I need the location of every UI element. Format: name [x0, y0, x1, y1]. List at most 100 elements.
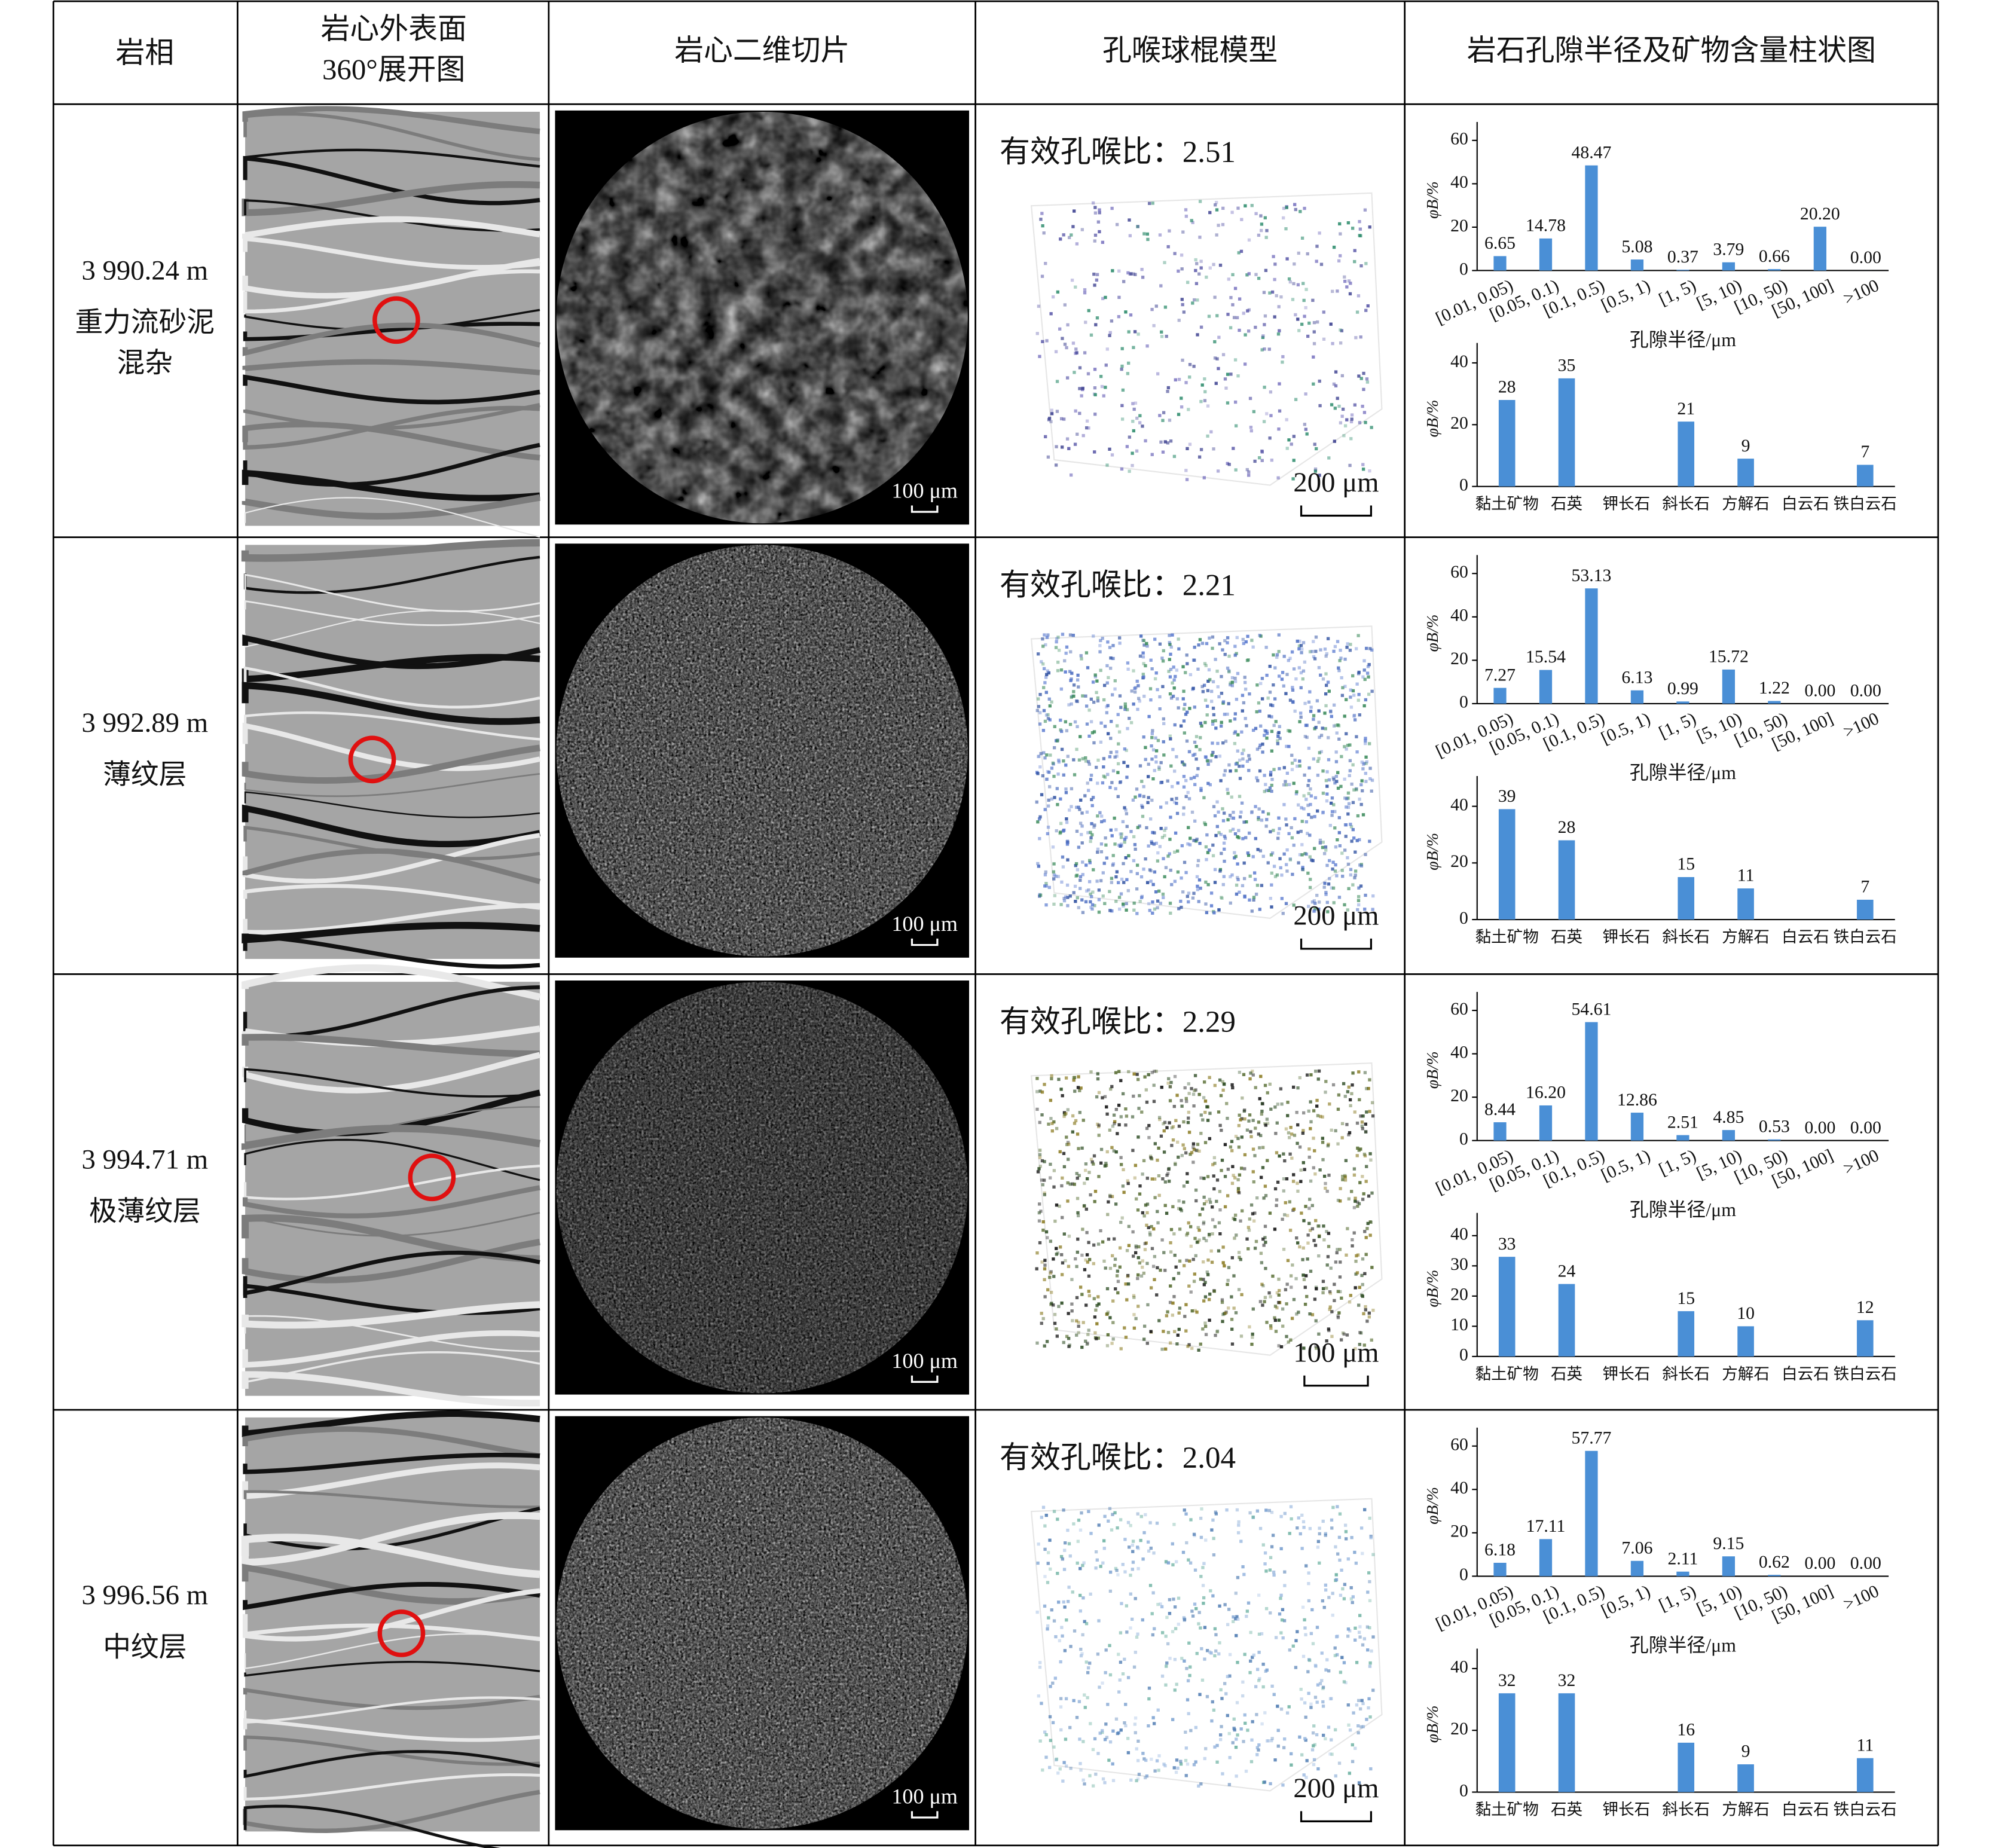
- pore-voxel: [1221, 700, 1226, 704]
- pore-voxel: [1371, 1688, 1375, 1692]
- pore-voxel: [1312, 899, 1316, 903]
- pore-voxel: [1226, 1713, 1230, 1718]
- pore-voxel: [1364, 853, 1367, 856]
- pore-voxel: [1155, 1759, 1159, 1763]
- pore-voxel: [1136, 684, 1140, 688]
- pore-voxel: [1186, 447, 1189, 451]
- pore-voxel: [1294, 677, 1298, 681]
- pore-voxel: [1035, 1090, 1039, 1093]
- pore-voxel: [1076, 1132, 1080, 1136]
- pore-voxel: [1237, 1288, 1241, 1291]
- pore-voxel: [1332, 724, 1336, 728]
- pore-voxel: [1153, 1070, 1156, 1073]
- pore-voxel: [1211, 1163, 1215, 1166]
- pore-voxel: [1368, 1233, 1372, 1237]
- pore-voxel: [1186, 1120, 1190, 1125]
- pore-voxel: [1285, 673, 1289, 676]
- pore-voxel: [1355, 647, 1358, 650]
- pore-voxel: [1156, 859, 1160, 863]
- pore-voxel: [1347, 887, 1351, 891]
- pore-voxel: [1291, 1085, 1296, 1089]
- pore-voxel: [1114, 1566, 1118, 1571]
- pore-voxel: [1244, 640, 1248, 644]
- depth: 3 992.89 m: [82, 707, 209, 738]
- pore-voxel: [1043, 1604, 1047, 1608]
- pore-voxel: [1150, 1157, 1154, 1161]
- pore-voxel: [1062, 759, 1065, 763]
- pore-voxel: [1245, 1609, 1249, 1613]
- pore-voxel: [1219, 833, 1223, 836]
- pore-voxel: [1132, 908, 1136, 912]
- pore-voxel: [1136, 1632, 1139, 1636]
- pore-voxel: [1194, 1254, 1197, 1258]
- pore-voxel: [1354, 1561, 1358, 1565]
- pore-voxel: [1371, 1114, 1375, 1118]
- x-tick-label: 斜长石: [1662, 928, 1710, 946]
- bar: [1498, 399, 1516, 487]
- pore-voxel: [1070, 233, 1073, 237]
- pore-voxel: [1181, 890, 1185, 894]
- pore-voxel: [1078, 878, 1082, 882]
- pore-voxel: [1101, 240, 1105, 244]
- pore-voxel: [1288, 1152, 1292, 1156]
- pore-voxel: [1279, 1547, 1283, 1551]
- pore-voxel: [1199, 399, 1203, 404]
- pore-voxel: [1217, 810, 1220, 814]
- pore-voxel: [1119, 1163, 1123, 1166]
- pore-voxel: [1067, 1312, 1070, 1315]
- pore-voxel: [1111, 1779, 1116, 1782]
- pore-voxel: [1141, 1211, 1145, 1215]
- pore-voxel: [1065, 645, 1069, 649]
- pore-voxel: [1154, 841, 1158, 845]
- pore-voxel: [1297, 861, 1300, 865]
- pore-voxel: [1171, 1542, 1174, 1545]
- pore-voxel: [1308, 1312, 1312, 1316]
- pore-voxel: [1368, 1626, 1371, 1630]
- pore-voxel: [1060, 1626, 1064, 1629]
- pore-voxel: [1321, 1700, 1325, 1704]
- pore-voxel: [1332, 778, 1336, 781]
- pore-voxel: [1210, 1528, 1214, 1532]
- pore-voxel: [1049, 1685, 1052, 1688]
- pore-voxel: [1208, 636, 1211, 640]
- pore-voxel: [1356, 1201, 1359, 1204]
- pore-voxel: [1344, 1537, 1348, 1541]
- pore-voxel: [1198, 236, 1202, 239]
- pore-voxel: [1307, 1109, 1310, 1113]
- pore-voxel: [1087, 1274, 1091, 1278]
- pore-voxel: [1093, 233, 1098, 237]
- pore-voxel: [1048, 785, 1052, 789]
- pore-voxel: [1238, 795, 1242, 798]
- pore-voxel: [1068, 1182, 1072, 1186]
- pore-voxel: [1354, 1259, 1358, 1263]
- pore-voxel: [1354, 1199, 1357, 1203]
- pore-voxel: [1330, 1334, 1334, 1339]
- pore-voxel: [1314, 1319, 1318, 1322]
- pore-voxel: [1201, 1584, 1205, 1587]
- pore-voxel: [1328, 823, 1332, 827]
- pore-voxel: [1348, 1131, 1352, 1135]
- pore-voxel: [1165, 1314, 1169, 1318]
- pore-voxel: [1340, 755, 1343, 759]
- pore-voxel: [1358, 1707, 1362, 1710]
- pore-voxel: [1223, 639, 1227, 643]
- pore-voxel: [1200, 1507, 1203, 1511]
- pore-voxel: [1117, 314, 1121, 319]
- facies: 薄纹层: [103, 759, 187, 790]
- pore-voxel: [1343, 903, 1346, 907]
- pore-voxel: [1252, 1653, 1255, 1657]
- pore-voxel: [1301, 1273, 1305, 1277]
- pore-voxel: [1087, 426, 1090, 430]
- ct-scale-bar: [911, 1811, 939, 1819]
- pore-voxel: [1278, 674, 1281, 678]
- pore-voxel: [1038, 355, 1041, 358]
- pore-voxel: [1309, 1269, 1313, 1273]
- pore-voxel: [1114, 1717, 1119, 1721]
- pore-voxel: [1229, 1145, 1233, 1149]
- pore-voxel: [1280, 1618, 1284, 1622]
- pore-voxel: [1202, 1562, 1206, 1565]
- pore-voxel: [1334, 370, 1338, 374]
- pore-voxel: [1254, 1086, 1257, 1089]
- pore-voxel: [1158, 414, 1162, 417]
- pore-voxel: [1222, 875, 1226, 878]
